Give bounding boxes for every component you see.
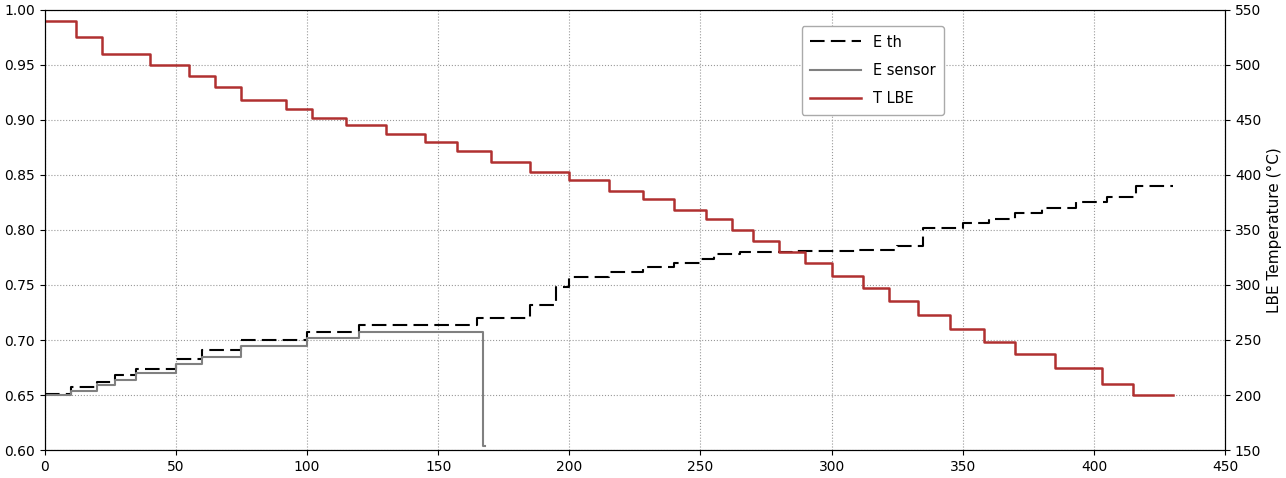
E sensor: [194, 361, 210, 367]
T LBE: [1165, 392, 1181, 398]
E sensor: [352, 335, 368, 341]
Line: E th: E th: [45, 186, 1173, 394]
E sensor: [168, 370, 184, 376]
E sensor: [90, 388, 105, 393]
E th: [1165, 183, 1181, 189]
E th: [732, 251, 747, 257]
E th: [1034, 210, 1049, 216]
E sensor: [63, 392, 78, 398]
Y-axis label: LBE Temperature (°C): LBE Temperature (°C): [1267, 147, 1282, 313]
E sensor: [475, 443, 490, 448]
T LBE: [1125, 392, 1141, 398]
T LBE: [1007, 351, 1022, 357]
E sensor: [475, 329, 490, 335]
T LBE: [305, 115, 320, 120]
T LBE: [522, 169, 538, 174]
T LBE: [37, 18, 53, 23]
E th: [37, 391, 53, 397]
E th: [635, 264, 651, 270]
E sensor: [234, 343, 249, 348]
E sensor: [63, 388, 78, 393]
E sensor: [352, 329, 368, 335]
Legend: E th, E sensor, T LBE: E th, E sensor, T LBE: [801, 26, 944, 115]
T LBE: [698, 216, 714, 222]
E sensor: [108, 382, 123, 388]
T LBE: [305, 106, 320, 112]
E th: [194, 347, 210, 353]
E sensor: [37, 392, 53, 398]
E sensor: [129, 370, 144, 376]
E sensor: [300, 343, 315, 348]
Line: E sensor: E sensor: [45, 332, 485, 445]
E sensor: [194, 354, 210, 359]
E sensor: [477, 443, 493, 448]
E sensor: [108, 377, 123, 382]
E th: [108, 379, 123, 385]
E sensor: [234, 354, 249, 359]
E sensor: [129, 377, 144, 382]
E sensor: [90, 382, 105, 388]
E th: [1128, 183, 1143, 189]
Line: T LBE: T LBE: [45, 21, 1173, 395]
E sensor: [300, 335, 315, 341]
T LBE: [724, 216, 739, 222]
E sensor: [168, 361, 184, 367]
E th: [300, 329, 315, 335]
